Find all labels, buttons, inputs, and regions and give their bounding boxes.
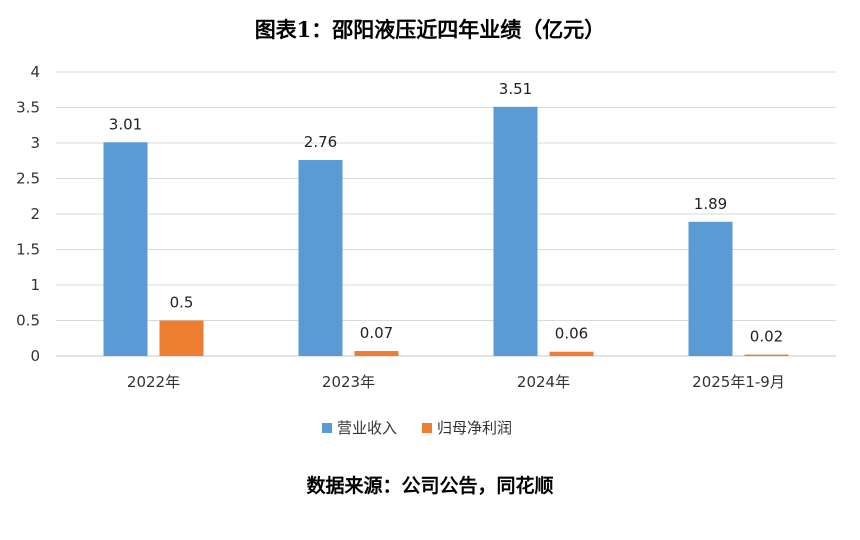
y-tick-label: 2: [30, 205, 40, 223]
bar: [493, 106, 538, 356]
x-category-label: 2025年1-9月: [692, 373, 785, 391]
data-label: 3.01: [109, 115, 142, 133]
data-label: 0.06: [555, 325, 588, 343]
y-tick-label: 2.5: [16, 170, 40, 188]
y-tick-label: 0.5: [16, 312, 40, 330]
y-tick-label: 1: [30, 276, 40, 294]
y-tick-label: 4: [30, 63, 40, 81]
y-axis: 0 0.5 1 1.5 2 2.5 3 3.5 4: [16, 63, 40, 365]
legend-swatch: [322, 423, 332, 433]
bar: [103, 142, 148, 356]
bar: [159, 320, 204, 356]
bar: [298, 160, 343, 356]
x-category-label: 2022年: [127, 373, 180, 391]
x-category-label: 2024年: [517, 373, 570, 391]
data-label: 3.51: [499, 80, 532, 98]
bar: [688, 221, 733, 356]
x-axis: 2022年 2023年 2024年 2025年1-9月: [127, 373, 785, 391]
bar: [354, 351, 399, 356]
chart-title: 图表1：邵阳液压近四年业绩（亿元）: [254, 17, 606, 42]
legend-label: 营业收入: [337, 419, 397, 437]
bars: 3.01 0.5 2.76 0.07 3.51 0.06 1.89 0.02: [103, 80, 789, 356]
data-label: 0.07: [360, 324, 393, 342]
data-label: 0.5: [170, 294, 194, 312]
y-tick-label: 3: [30, 134, 40, 152]
y-tick-label: 3.5: [16, 99, 40, 117]
bar: [744, 354, 789, 356]
legend-label: 归母净利润: [437, 419, 512, 437]
data-label: 1.89: [694, 195, 727, 213]
x-category-label: 2023年: [322, 373, 375, 391]
bar: [549, 351, 594, 356]
legend-swatch: [422, 423, 432, 433]
y-tick-label: 0: [30, 347, 40, 365]
data-label: 0.02: [750, 328, 783, 346]
data-source-note: 数据来源：公司公告，同花顺: [306, 475, 554, 497]
y-tick-label: 1.5: [16, 241, 40, 259]
data-label: 2.76: [304, 133, 337, 151]
legend: 营业收入 归母净利润: [322, 419, 512, 437]
